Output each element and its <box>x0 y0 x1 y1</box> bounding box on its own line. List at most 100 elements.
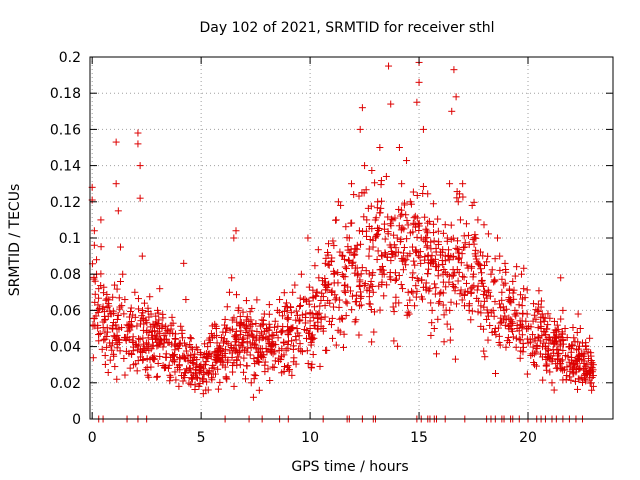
data-point <box>449 234 457 242</box>
data-point <box>406 229 414 237</box>
data-point <box>357 301 365 309</box>
data-point <box>367 202 375 210</box>
data-point <box>134 129 142 137</box>
data-point <box>530 311 538 319</box>
data-point <box>449 271 457 279</box>
data-point <box>448 107 456 115</box>
data-point <box>554 325 562 333</box>
data-point <box>544 353 552 361</box>
data-point <box>213 339 221 347</box>
data-point <box>509 289 517 297</box>
data-point <box>152 334 160 342</box>
data-point <box>484 336 492 344</box>
data-point <box>279 327 287 335</box>
data-point <box>391 269 399 277</box>
data-point <box>460 243 468 251</box>
data-point <box>265 301 273 309</box>
data-point <box>509 277 517 285</box>
data-point <box>573 329 581 337</box>
data-point <box>95 337 103 345</box>
data-point <box>484 309 492 317</box>
data-point <box>563 372 571 380</box>
data-point <box>536 350 544 358</box>
data-point <box>175 341 183 349</box>
data-point <box>549 346 557 354</box>
data-point <box>142 339 150 347</box>
data-point <box>283 299 291 307</box>
data-point <box>532 315 540 323</box>
data-point <box>355 192 363 200</box>
data-point <box>95 294 103 302</box>
data-point <box>416 253 424 261</box>
data-point <box>501 312 509 320</box>
data-point <box>490 276 498 284</box>
data-point <box>321 313 329 321</box>
data-point <box>570 334 578 342</box>
data-point <box>242 375 250 383</box>
data-point <box>365 300 373 308</box>
data-point <box>509 333 517 341</box>
data-point <box>569 342 577 350</box>
data-point <box>523 286 531 294</box>
data-point <box>315 309 323 317</box>
data-point <box>312 292 320 300</box>
data-point <box>118 324 126 332</box>
axis-ticks: 0 0.02 0.04 0.06 0.08 0.1 0.12 0.14 0.16 0.18 0.2 0… <box>50 50 613 446</box>
data-point <box>253 327 261 335</box>
data-point <box>258 329 266 337</box>
data-point <box>537 303 545 311</box>
data-point <box>165 361 173 369</box>
data-point <box>513 263 521 271</box>
data-point <box>242 329 250 337</box>
data-point <box>435 261 443 269</box>
y-tick-label: 0 <box>72 412 81 428</box>
data-point <box>553 321 561 329</box>
data-point <box>307 335 315 343</box>
data-point <box>338 271 346 279</box>
data-point <box>411 302 419 310</box>
data-point <box>427 331 435 339</box>
data-point <box>358 104 366 112</box>
data-point <box>139 315 147 323</box>
data-point <box>216 378 224 386</box>
data-point <box>138 252 146 260</box>
data-point <box>404 302 412 310</box>
data-point <box>285 337 293 345</box>
data-point <box>136 194 144 202</box>
data-point <box>362 186 370 194</box>
data-point <box>147 363 155 371</box>
data-point <box>428 257 436 265</box>
data-point <box>409 289 417 297</box>
data-point <box>461 239 469 247</box>
data-point <box>250 355 258 363</box>
data-point <box>125 313 133 321</box>
data-point <box>287 324 295 332</box>
data-point <box>315 274 323 282</box>
data-point <box>202 386 210 394</box>
data-point <box>455 190 463 198</box>
data-point <box>381 235 389 243</box>
data-point <box>139 356 147 364</box>
data-point <box>515 335 523 343</box>
data-point <box>308 360 316 368</box>
data-point <box>252 372 260 380</box>
data-point <box>133 367 141 375</box>
data-point <box>154 328 162 336</box>
data-point <box>107 310 115 318</box>
data-point <box>395 272 403 280</box>
x-tick-label: 20 <box>519 430 537 446</box>
data-point <box>429 200 437 208</box>
data-point <box>296 301 304 309</box>
data-point <box>304 234 312 242</box>
data-point <box>538 332 546 340</box>
data-point <box>306 309 314 317</box>
data-point <box>581 370 589 378</box>
data-point <box>450 66 458 74</box>
data-point <box>324 297 332 305</box>
data-point <box>470 234 478 242</box>
data-point <box>316 362 324 370</box>
data-point <box>474 282 482 290</box>
data-point <box>261 361 269 369</box>
data-point <box>329 237 337 245</box>
data-point <box>182 342 190 350</box>
